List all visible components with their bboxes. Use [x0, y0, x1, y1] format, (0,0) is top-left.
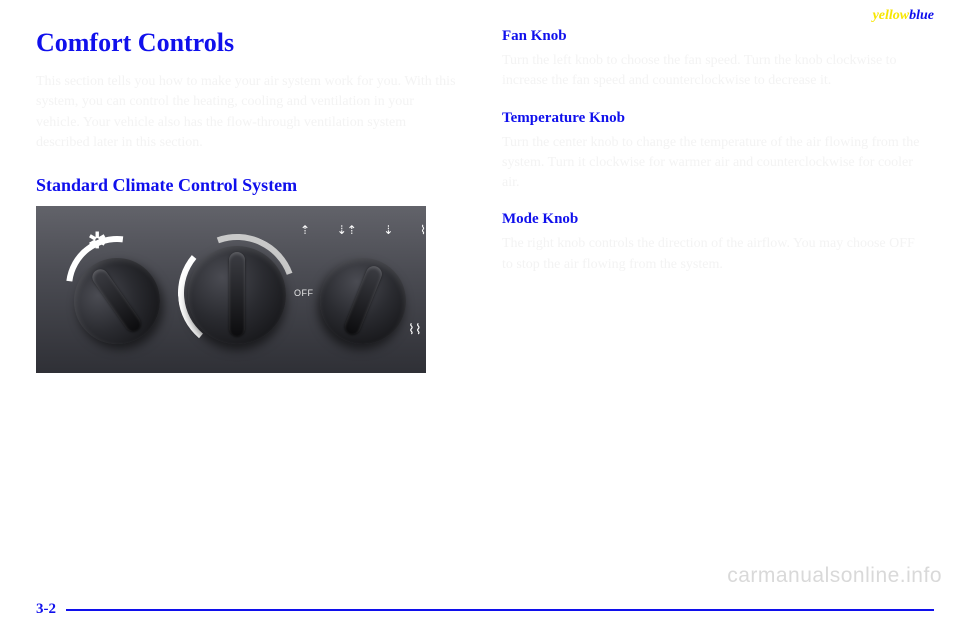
- mode-icon: ⌇: [420, 224, 426, 236]
- mode-icon: ⇣: [383, 224, 393, 236]
- page-body: Comfort Controls This section tells you …: [0, 0, 960, 373]
- text-temperature-knob: Turn the center knob to change the tempe…: [502, 133, 924, 194]
- fan-icon: ✲: [88, 228, 106, 254]
- subheading-standard-climate: Standard Climate Control System: [36, 175, 458, 196]
- right-column: Fan Knob Turn the left knob to choose th…: [502, 28, 924, 373]
- corner-tag-yellow: yellow: [873, 8, 910, 23]
- mode-icons-row: ⇡ ⇣⇡ ⇣ ⌇: [300, 224, 426, 236]
- corner-tag-blue: blue: [909, 8, 934, 23]
- corner-tag: yellowblue: [873, 8, 934, 24]
- mode-icon: ⇡: [300, 224, 310, 236]
- climate-control-photo: ✲ ⇡ ⇣⇡ ⇣ ⌇ OFF ⌇⌇: [36, 206, 426, 373]
- temperature-knob: [188, 246, 286, 344]
- watermark: carmanualsonline.info: [727, 564, 942, 588]
- intro-paragraph: This section tells you how to make your …: [36, 72, 458, 153]
- text-mode-knob: The right knob controls the direction of…: [502, 234, 924, 275]
- footer: 3-2: [36, 601, 934, 618]
- heading-mode-knob: Mode Knob: [502, 211, 924, 228]
- section-title: Comfort Controls: [36, 28, 458, 58]
- heading-fan-knob: Fan Knob: [502, 28, 924, 45]
- off-label: OFF: [294, 288, 314, 298]
- footer-rule: [66, 609, 934, 611]
- defrost-icon: ⌇⌇: [408, 322, 422, 339]
- heading-temperature-knob: Temperature Knob: [502, 110, 924, 127]
- mode-knob: [307, 245, 419, 357]
- text-fan-knob: Turn the left knob to choose the fan spe…: [502, 51, 924, 92]
- left-column: Comfort Controls This section tells you …: [36, 28, 458, 373]
- page-number: 3-2: [36, 601, 56, 618]
- mode-icon: ⇣⇡: [337, 224, 357, 236]
